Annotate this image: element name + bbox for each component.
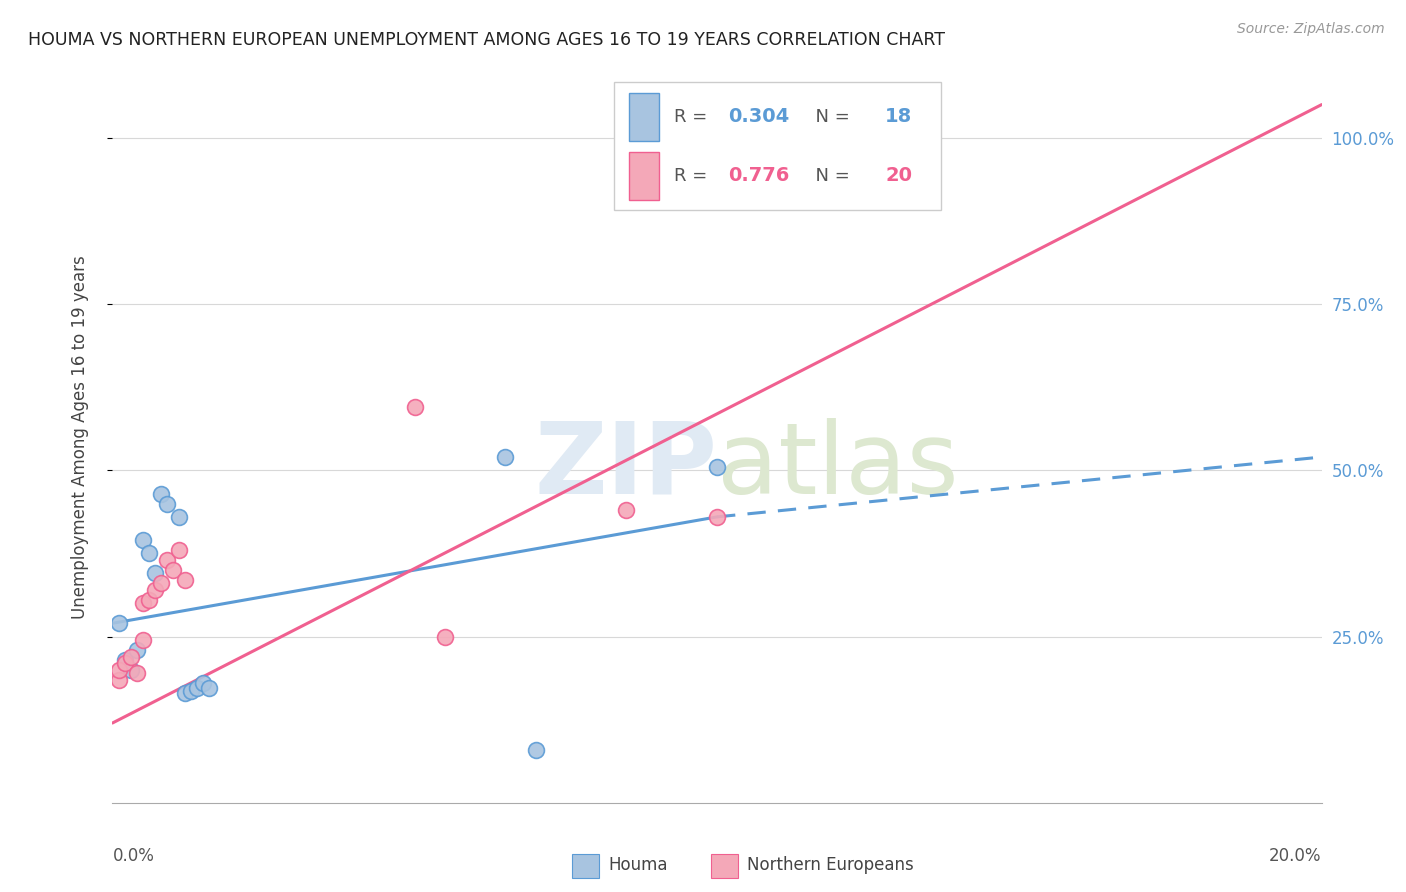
Text: Source: ZipAtlas.com: Source: ZipAtlas.com — [1237, 22, 1385, 37]
Point — [180, 684, 202, 698]
Point — [186, 681, 208, 696]
Point — [143, 566, 166, 581]
Point — [856, 157, 880, 171]
Point — [433, 630, 456, 644]
Point — [875, 124, 897, 138]
Point — [191, 676, 214, 690]
Text: R =: R = — [673, 108, 718, 126]
FancyBboxPatch shape — [628, 93, 659, 141]
Point — [149, 576, 172, 591]
Text: 0.0%: 0.0% — [112, 847, 155, 864]
Text: 0.776: 0.776 — [728, 166, 789, 186]
Text: Houma: Houma — [609, 856, 668, 874]
Point — [138, 546, 160, 560]
Text: HOUMA VS NORTHERN EUROPEAN UNEMPLOYMENT AMONG AGES 16 TO 19 YEARS CORRELATION CH: HOUMA VS NORTHERN EUROPEAN UNEMPLOYMENT … — [28, 31, 945, 49]
Text: Northern Europeans: Northern Europeans — [748, 856, 914, 874]
FancyBboxPatch shape — [614, 82, 941, 211]
Point — [167, 543, 190, 558]
Text: N =: N = — [804, 108, 862, 126]
Point — [149, 486, 172, 500]
Point — [125, 643, 148, 657]
Text: ZIP: ZIP — [534, 417, 717, 515]
Point — [706, 460, 728, 475]
Point — [114, 653, 136, 667]
Point — [120, 663, 142, 677]
Point — [107, 673, 129, 687]
Point — [143, 582, 166, 597]
Text: 20: 20 — [886, 166, 912, 186]
Point — [404, 400, 426, 414]
Point — [162, 563, 184, 577]
Text: R =: R = — [673, 167, 718, 185]
Y-axis label: Unemployment Among Ages 16 to 19 years: Unemployment Among Ages 16 to 19 years — [70, 255, 89, 619]
Point — [198, 681, 221, 696]
Text: 20.0%: 20.0% — [1270, 847, 1322, 864]
Point — [174, 573, 197, 587]
Point — [174, 686, 197, 700]
Point — [132, 596, 155, 610]
Point — [167, 509, 190, 524]
Text: atlas: atlas — [717, 417, 959, 515]
Point — [616, 503, 638, 517]
Text: 0.304: 0.304 — [728, 107, 789, 127]
Point — [125, 666, 148, 681]
Point — [706, 509, 728, 524]
FancyBboxPatch shape — [711, 854, 738, 878]
Point — [495, 450, 517, 464]
Point — [120, 649, 142, 664]
Point — [138, 593, 160, 607]
Point — [107, 616, 129, 631]
FancyBboxPatch shape — [628, 152, 659, 200]
FancyBboxPatch shape — [572, 854, 599, 878]
Text: 18: 18 — [886, 107, 912, 127]
Point — [156, 497, 179, 511]
Point — [114, 656, 136, 670]
Point — [132, 632, 155, 647]
Text: N =: N = — [804, 167, 862, 185]
Point — [156, 553, 179, 567]
Point — [524, 742, 547, 756]
Point — [107, 663, 129, 677]
Point — [132, 533, 155, 548]
